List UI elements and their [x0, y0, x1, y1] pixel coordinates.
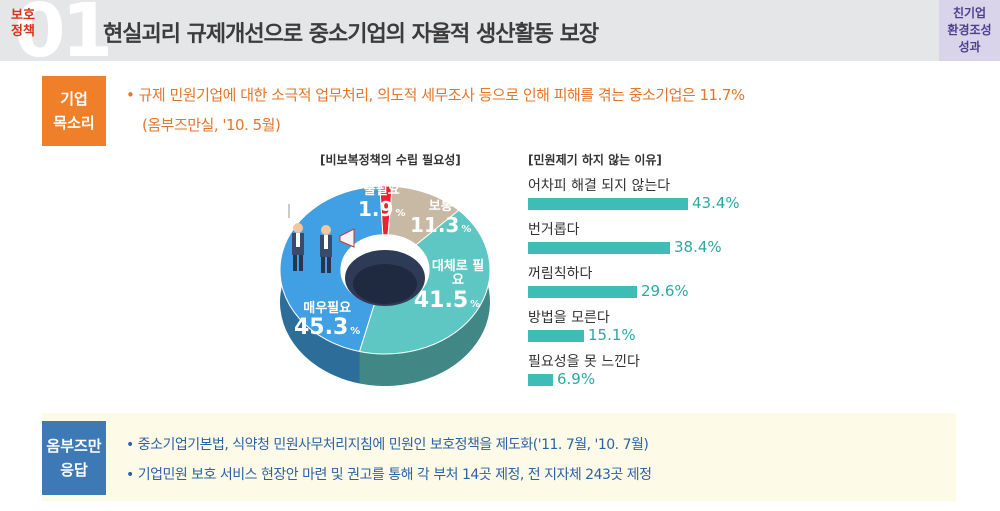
bar-value-label: 6.9% [557, 370, 596, 388]
slice-value-very-needed: 45.3 [294, 315, 349, 341]
slice-label-very-needed: 매우필요 45.3% [294, 301, 361, 341]
voice-label: 기업 목소리 [42, 76, 106, 146]
slice-label-normal: 보통 11.3% [410, 199, 472, 238]
slice-name-normal: 보통 [428, 199, 453, 214]
voice-line2: (옴부즈만실, '10. 5월) [142, 116, 281, 134]
answer-item-2: • 기업민원 보호 서비스 현장안 마련 및 권고를 통해 각 부처 14곳 제… [126, 467, 652, 483]
bar-item: 꺼림칙하다 29.6% [528, 264, 689, 300]
slice-value-unneeded: 1.9 [358, 197, 394, 222]
slice-value-mostly-needed: 41.5 [413, 287, 469, 313]
bar-value-label: 38.4% [674, 238, 722, 256]
bar-fill [528, 330, 584, 342]
answer-list: • 중소기업기본법, 식약청 민원사무처리지침에 민원인 보호정책을 제도화('… [126, 430, 652, 490]
bar-category-label: 꺼림칙하다 [528, 266, 593, 282]
donut-chart-title: [비보복정책의 수립 필요성] [320, 153, 461, 167]
donut-hole-shadow [353, 264, 417, 304]
bar-fill [528, 374, 553, 386]
answer-label: 옴부즈만 응답 [42, 421, 106, 495]
answer-label-line2: 응답 [60, 461, 88, 479]
bar-fill [528, 198, 688, 210]
answer-label-line1: 옴부즈만 [46, 437, 102, 455]
slice-label-unneeded: 불필요 1.9% [358, 183, 406, 222]
policy-tag-line2: 정책 [11, 24, 35, 39]
bar-category-label: 필요성을 못 느낀다 [528, 354, 640, 370]
header-bar: 01 보호 정책 현실괴리 규제개선으로 중소기업의 자율적 생산활동 보장 [0, 0, 1000, 68]
slice-3-매우필요 [279, 185, 384, 353]
slice-name-unneeded: 불필요 [363, 183, 400, 198]
policy-number: 01 [14, 0, 113, 74]
donut-slices [279, 185, 491, 355]
voice-label-line1: 기업 [60, 90, 88, 108]
policy-tag: 보호 정책 [8, 8, 38, 40]
bar-fill [528, 242, 670, 254]
badge-line2: 환경조성 [947, 23, 992, 37]
badge-line1: 친기업 [952, 6, 987, 20]
bar-value-label: 15.1% [588, 326, 636, 344]
bar-fill [528, 286, 637, 298]
bar-item: 방법을 모른다 15.1% [528, 308, 636, 344]
answer-item-1: • 중소기업기본법, 식약청 민원사무처리지침에 민원인 보호정책을 제도화('… [126, 437, 649, 453]
bar-category-label: 번거롭다 [528, 222, 580, 238]
bar-category-label: 방법을 모른다 [528, 310, 610, 326]
slice-value-normal: 11.3 [410, 213, 460, 238]
slice-name-mostly-needed: 대체로 필요 [431, 259, 485, 289]
voice-label-line2: 목소리 [53, 114, 95, 132]
answer-panel [42, 413, 956, 501]
bar-item: 번거롭다 38.4% [528, 220, 722, 256]
bar-value-label: 29.6% [641, 282, 689, 300]
bar-value-label: 43.4% [692, 194, 740, 212]
policy-tag-line1: 보호 [11, 8, 35, 23]
slice-name-very-needed: 매우필요 [303, 301, 352, 316]
bar-item: 필요성을 못 느낀다 6.9% [528, 352, 640, 388]
donut-chart [279, 185, 491, 386]
slice-label-mostly-needed: 대체로 필요 41.5% [413, 259, 485, 313]
people-illustration [288, 204, 355, 273]
voice-text: • 규제 민원기업에 대한 소극적 업무처리, 의도적 세무조사 등으로 인해 … [126, 80, 745, 140]
slice-2-대체로필요 [358, 209, 491, 355]
category-badge: 친기업 환경조성 성과 [939, 0, 1000, 61]
page-title: 현실괴리 규제개선으로 중소기업의 자율적 생산활동 보장 [103, 22, 599, 47]
badge-line3: 성과 [958, 40, 981, 54]
slice-2-side [359, 210, 491, 386]
bar-category-label: 어차피 해결 되지 않는다 [528, 178, 671, 194]
voice-line1: • 규제 민원기업에 대한 소극적 업무처리, 의도적 세무조사 등으로 인해 … [126, 86, 745, 104]
bar-chart-title: [민원제기 하지 않는 이유] [528, 153, 662, 167]
bar-item: 어차피 해결 되지 않는다 43.4% [528, 176, 740, 212]
